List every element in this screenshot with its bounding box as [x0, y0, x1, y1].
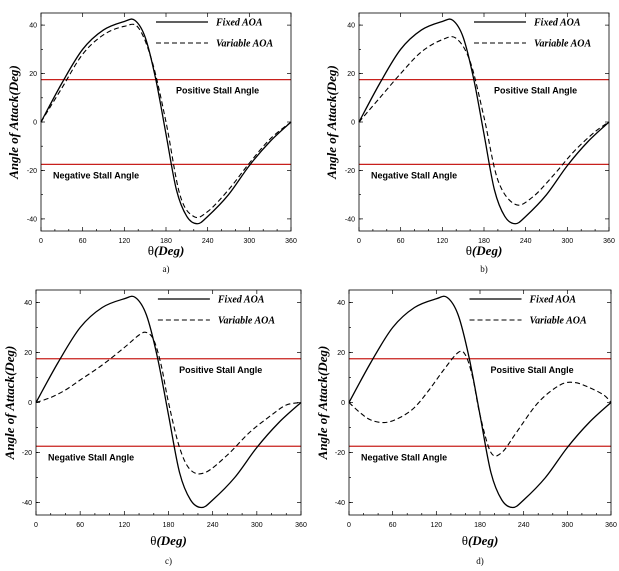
panel-label: d): [476, 556, 484, 566]
x-axis-label: θ(Deg): [150, 533, 187, 548]
y-tick-label: 0: [351, 120, 355, 127]
fixed-aoa-series-line: [358, 18, 610, 225]
y-tick-label: 20: [29, 71, 37, 78]
legend-fixed-label: Fixed AOA: [217, 295, 265, 306]
x-tick-label: 120: [430, 522, 442, 529]
legend-variable-label: Variable AOA: [534, 39, 591, 50]
panel-label: b): [480, 264, 488, 274]
legend-variable-label: Variable AOA: [216, 39, 273, 50]
legend-fixed-label: Fixed AOA: [533, 18, 581, 29]
y-tick-label: -40: [345, 216, 355, 223]
x-tick-label: 300: [561, 238, 573, 245]
panel-label: c): [165, 556, 172, 566]
variable-aoa-series-line: [40, 23, 292, 219]
x-tick-label: 180: [478, 238, 490, 245]
x-tick-label: 240: [518, 522, 530, 529]
x-tick-label: 180: [474, 522, 486, 529]
x-tick-label: 180: [160, 238, 172, 245]
y-tick-label: -20: [22, 450, 32, 457]
x-tick-label: 360: [285, 238, 297, 245]
y-tick-label: 0: [33, 120, 37, 127]
positive-stall-label: Positive Stall Angle: [179, 365, 262, 375]
legend-fixed-label: Fixed AOA: [215, 18, 263, 29]
x-tick-label: 180: [163, 522, 175, 529]
y-tick-label: 20: [347, 71, 355, 78]
y-tick-label: -40: [22, 500, 32, 507]
legend-variable-label: Variable AOA: [530, 316, 587, 327]
x-tick-label: 60: [397, 238, 405, 245]
variable-aoa-series-line: [348, 350, 612, 457]
positive-stall-label: Positive Stall Angle: [490, 365, 573, 375]
chart-panel-a: 0 60 120 180 240 300 360 -40 -20 0 20 40 Fixed AOA Va…: [6, 12, 297, 274]
chart-panel-c: 0 60 120 180 240 300 360 -40 -20 0 20 40 Fixed AOA Va…: [2, 289, 307, 566]
y-tick-label: 40: [347, 23, 355, 30]
y-axis-label: Angle of Attack(Deg): [315, 346, 330, 461]
x-tick-label: 120: [118, 238, 130, 245]
x-tick-label: 240: [520, 238, 532, 245]
x-tick-label: 300: [251, 522, 263, 529]
x-tick-label: 0: [34, 522, 38, 529]
y-tick-label: -20: [335, 450, 345, 457]
legend-variable-label: Variable AOA: [218, 316, 275, 327]
x-tick-label: 360: [605, 522, 617, 529]
positive-stall-label: Positive Stall Angle: [494, 86, 577, 96]
negative-stall-label: Negative Stall Angle: [53, 170, 139, 180]
y-axis-label: Angle of Attack(Deg): [324, 65, 339, 180]
x-tick-label: 360: [603, 238, 615, 245]
x-tick-label: 240: [207, 522, 219, 529]
x-axis-label: θ(Deg): [466, 243, 503, 258]
x-tick-label: 300: [561, 522, 573, 529]
legend-fixed-label: Fixed AOA: [529, 295, 577, 306]
x-tick-label: 60: [76, 522, 84, 529]
y-tick-label: 0: [28, 400, 32, 407]
y-tick-label: 0: [341, 400, 345, 407]
x-tick-label: 60: [79, 238, 87, 245]
chart-panel-b: 0 60 120 180 240 300 360 -40 -20 0 20 40 Fixed AOA Va…: [324, 12, 615, 274]
fixed-aoa-series-line: [40, 18, 292, 225]
negative-stall-label: Negative Stall Angle: [48, 452, 134, 462]
x-tick-label: 0: [357, 238, 361, 245]
x-tick-label: 360: [295, 522, 307, 529]
y-tick-label: 20: [337, 350, 345, 357]
x-tick-label: 0: [39, 238, 43, 245]
y-tick-label: 40: [337, 300, 345, 307]
negative-stall-label: Negative Stall Angle: [371, 170, 457, 180]
y-tick-label: -20: [345, 168, 355, 175]
y-axis-label: Angle of Attack(Deg): [2, 346, 17, 461]
x-tick-label: 60: [389, 522, 397, 529]
x-axis-label: θ(Deg): [462, 533, 499, 548]
y-tick-label: 20: [24, 350, 32, 357]
variable-aoa-series-line: [358, 36, 610, 206]
chart-panel-d: 0 60 120 180 240 300 360 -40 -20 0 20 40 Fixed AOA Va…: [315, 289, 617, 566]
y-tick-label: -40: [335, 500, 345, 507]
y-tick-label: -40: [27, 216, 37, 223]
x-tick-label: 120: [118, 522, 130, 529]
y-tick-label: 40: [24, 300, 32, 307]
fixed-aoa-series-line: [348, 295, 612, 509]
x-tick-label: 300: [243, 238, 255, 245]
y-tick-label: 40: [29, 23, 37, 30]
x-tick-label: 0: [347, 522, 351, 529]
panel-label: a): [163, 264, 170, 274]
x-axis-label: θ(Deg): [148, 243, 185, 258]
y-axis-label: Angle of Attack(Deg): [6, 65, 21, 180]
x-tick-label: 240: [202, 238, 214, 245]
variable-aoa-series-line: [35, 331, 302, 475]
fixed-aoa-series-line: [35, 295, 302, 509]
positive-stall-label: Positive Stall Angle: [176, 86, 259, 96]
y-tick-label: -20: [27, 168, 37, 175]
negative-stall-label: Negative Stall Angle: [361, 452, 447, 462]
x-tick-label: 120: [436, 238, 448, 245]
